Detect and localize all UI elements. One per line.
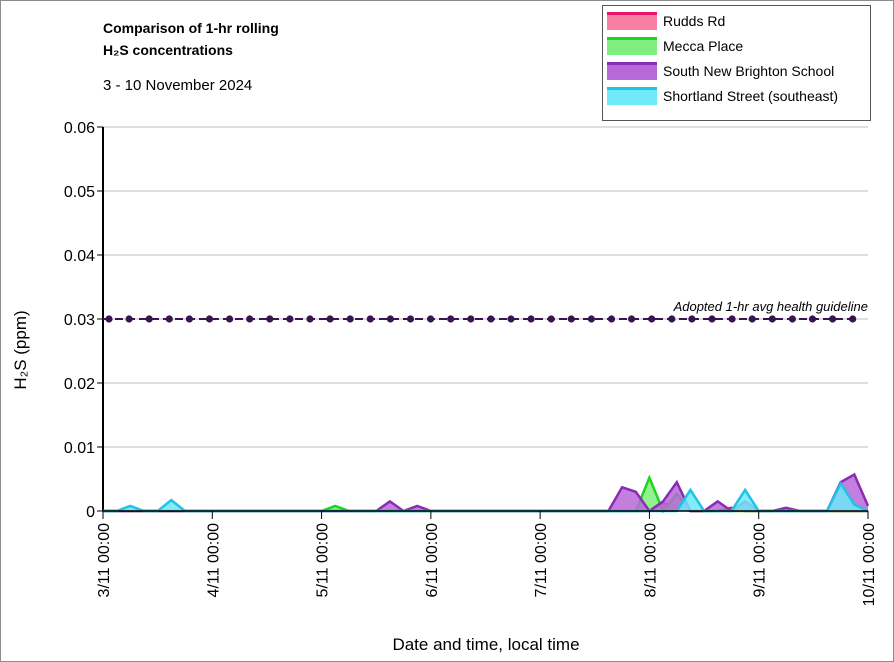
guideline-marker: [788, 315, 797, 323]
x-tick-label: 8/11 00:00: [642, 523, 659, 598]
guideline-marker: [366, 315, 374, 323]
guideline-marker: [105, 315, 113, 323]
guideline-marker: [808, 315, 817, 323]
guideline-marker: [768, 315, 776, 323]
x-tick-label: 7/11 00:00: [533, 523, 550, 598]
y-tick-label: 0: [86, 504, 95, 521]
guideline-marker: [286, 315, 294, 323]
y-tick-label: 0.01: [64, 440, 95, 457]
y-tick-label: 0.04: [64, 248, 95, 265]
legend-swatch: [607, 62, 657, 80]
guideline-marker: [708, 315, 716, 323]
y-tick-label: 0.06: [64, 120, 95, 137]
guideline-marker: [648, 315, 656, 323]
guideline-marker: [487, 315, 495, 323]
area: [103, 483, 868, 511]
guideline-marker: [427, 315, 435, 323]
guideline-marker: [728, 315, 736, 323]
guideline-marker: [145, 315, 153, 323]
guideline-marker: [829, 315, 837, 323]
guideline-marker: [467, 315, 475, 323]
legend-swatch: [607, 12, 657, 30]
guideline-marker: [386, 315, 394, 323]
guideline-marker: [346, 315, 354, 323]
guideline-marker: [246, 315, 254, 323]
guideline-marker: [547, 315, 555, 323]
y-tick-label: 0.02: [64, 376, 95, 393]
legend-swatch: [607, 87, 657, 105]
legend-label: South New Brighton School: [663, 63, 834, 79]
guideline-marker: [185, 315, 193, 323]
guideline-marker: [567, 315, 575, 323]
guideline-marker: [326, 315, 334, 323]
x-tick-label: 4/11 00:00: [205, 523, 222, 598]
legend-label: Rudds Rd: [663, 13, 725, 29]
guideline-marker: [587, 315, 596, 323]
guideline-marker: [306, 315, 314, 323]
guideline-marker: [125, 315, 133, 323]
guideline-marker: [688, 315, 696, 323]
y-tick-label: 0.03: [64, 312, 95, 329]
y-axis-label: H₂S (ppm): [11, 310, 30, 389]
x-tick-label: 9/11 00:00: [752, 523, 769, 598]
x-tick-label: 3/11 00:00: [96, 523, 113, 598]
guideline-marker: [849, 315, 857, 323]
guideline-marker: [607, 315, 616, 323]
guideline-marker: [527, 315, 535, 323]
guideline-marker: [507, 315, 515, 323]
guideline-marker: [668, 315, 676, 323]
guideline-marker: [447, 315, 455, 323]
y-tick-label: 0.05: [64, 184, 95, 201]
legend-swatch: [607, 37, 657, 55]
x-tick-label: 6/11 00:00: [424, 523, 441, 598]
guideline-marker: [205, 315, 214, 323]
guideline-marker: [748, 315, 756, 323]
chart-title: Comparison of 1-hr rolling: [103, 20, 279, 36]
legend-label: Mecca Place: [663, 38, 743, 54]
x-tick-label: 5/11 00:00: [315, 523, 332, 598]
legend-label: Shortland Street (southeast): [663, 88, 838, 104]
x-axis-label: Date and time, local time: [392, 635, 579, 654]
guideline-marker: [226, 315, 234, 323]
chart-title: H₂S concentrations: [103, 42, 233, 58]
chart-subtitle: 3 - 10 November 2024: [103, 77, 252, 94]
guideline-marker: [628, 315, 636, 323]
guideline-label: Adopted 1-hr avg health guideline: [673, 299, 868, 314]
guideline-marker: [266, 315, 274, 323]
guideline-marker: [406, 315, 415, 323]
x-tick-label: 10/11 00:00: [861, 523, 878, 606]
guideline-marker: [165, 315, 173, 323]
